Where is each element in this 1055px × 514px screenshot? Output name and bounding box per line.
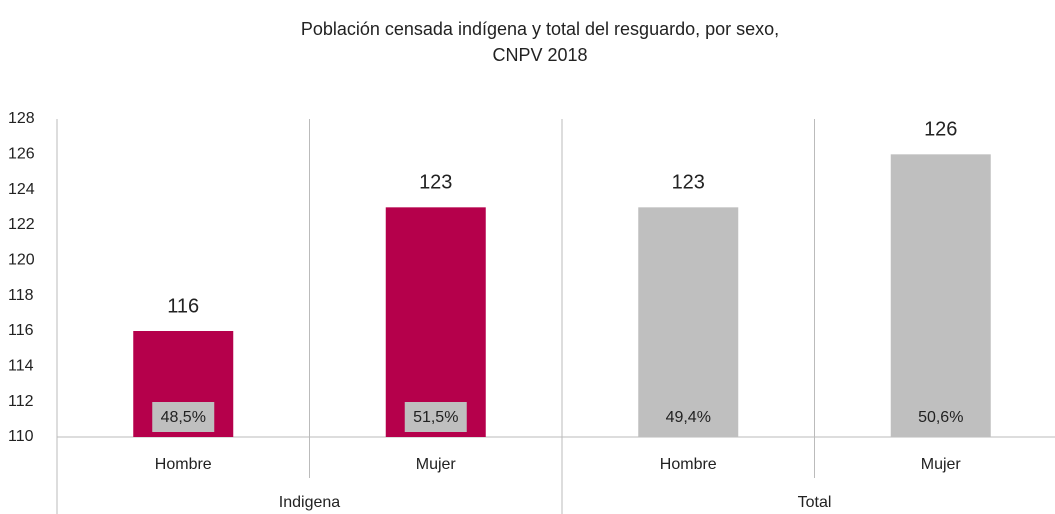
inner-label-box bbox=[404, 402, 467, 432]
y-tick-label: 122 bbox=[8, 216, 35, 233]
bar bbox=[385, 207, 486, 437]
value-label: 123 bbox=[672, 172, 705, 194]
y-tick-label: 114 bbox=[8, 358, 34, 375]
y-tick-label: 124 bbox=[8, 181, 35, 198]
x-tick-label: Hombre bbox=[155, 456, 212, 473]
value-label: 126 bbox=[924, 119, 957, 141]
x-tick-label: Mujer bbox=[921, 456, 962, 473]
bar bbox=[890, 154, 991, 438]
inner-label-box bbox=[657, 402, 720, 432]
y-tick-label: 110 bbox=[8, 428, 34, 445]
inner-label: 48,5% bbox=[161, 409, 206, 426]
chart-title: Población censada indígena y total del r… bbox=[301, 19, 779, 39]
inner-label-box bbox=[909, 402, 972, 432]
y-tick-label: 116 bbox=[8, 322, 34, 339]
value-label: 116 bbox=[167, 295, 199, 317]
chart-title: CNPV 2018 bbox=[492, 45, 587, 65]
y-tick-label: 112 bbox=[8, 393, 34, 410]
y-tick-label: 118 bbox=[8, 287, 34, 304]
group-label: Indigena bbox=[279, 494, 340, 511]
y-tick-label: 126 bbox=[8, 146, 35, 163]
inner-label: 50,6% bbox=[918, 409, 963, 426]
inner-label: 51,5% bbox=[413, 409, 458, 426]
y-tick-label: 128 bbox=[8, 110, 35, 127]
value-label: 123 bbox=[419, 172, 452, 194]
group-label: Total bbox=[798, 494, 832, 511]
x-tick-label: Mujer bbox=[416, 456, 457, 473]
inner-label: 49,4% bbox=[666, 409, 711, 426]
y-tick-label: 120 bbox=[8, 252, 35, 269]
inner-label-box bbox=[152, 402, 215, 432]
bar bbox=[638, 207, 739, 437]
x-tick-label: Hombre bbox=[660, 456, 717, 473]
